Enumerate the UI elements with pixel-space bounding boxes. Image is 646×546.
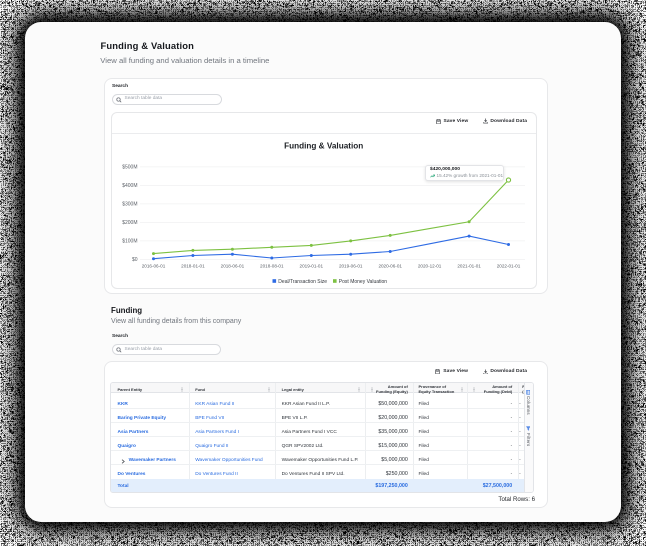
svg-text:Post Money Valuation: Post Money Valuation: [339, 279, 387, 285]
svg-text:$200M: $200M: [122, 220, 137, 226]
svg-text:2020-12-01: 2020-12-01: [418, 264, 442, 269]
svg-text:2016-06-01: 2016-06-01: [142, 264, 166, 269]
svg-text:2021-01-01: 2021-01-01: [457, 264, 481, 269]
svg-text:2018-01-01: 2018-01-01: [181, 264, 205, 269]
svg-text:2020-06-01: 2020-06-01: [378, 264, 402, 269]
svg-text:Deal/Transaction Size: Deal/Transaction Size: [278, 279, 327, 285]
svg-text:$100M: $100M: [122, 239, 137, 245]
svg-text:Funding & Valuation: Funding & Valuation: [284, 141, 363, 150]
svg-text:2018-08-01: 2018-08-01: [260, 264, 284, 269]
svg-text:$400M: $400M: [122, 183, 137, 189]
svg-text:2019-06-01: 2019-06-01: [339, 264, 363, 269]
svg-text:$300M: $300M: [122, 202, 137, 208]
svg-text:$500M: $500M: [122, 165, 137, 171]
svg-text:$0: $0: [132, 257, 138, 263]
svg-text:2019-01-01: 2019-01-01: [300, 264, 324, 269]
svg-text:2022-01-01: 2022-01-01: [497, 264, 521, 269]
svg-text:2018-06-01: 2018-06-01: [221, 264, 245, 269]
